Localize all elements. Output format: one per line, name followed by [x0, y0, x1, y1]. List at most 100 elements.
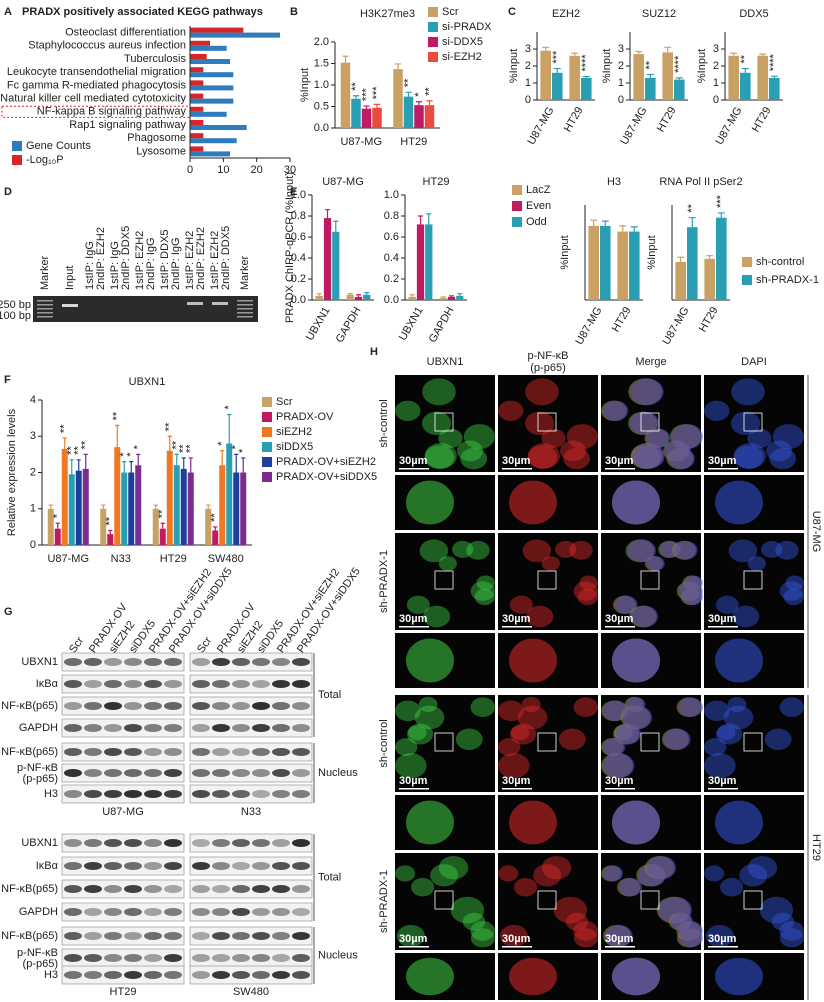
blot-band [64, 702, 82, 710]
cell [499, 924, 528, 948]
bar [581, 77, 592, 100]
blot-band [292, 908, 310, 916]
cell [602, 738, 626, 757]
cell [677, 581, 702, 601]
category-label: Phagosome [127, 132, 186, 144]
blot-strip [61, 718, 185, 738]
blot-band [164, 862, 182, 870]
cell [677, 697, 703, 717]
error-bar [316, 293, 322, 296]
cell [525, 378, 559, 406]
cell [668, 447, 696, 470]
x-tick-label: U87-MG [47, 553, 89, 565]
cell [511, 725, 530, 741]
gel-band [37, 312, 53, 314]
blot-band [252, 839, 270, 847]
y-tick-label: 0.8 [384, 210, 399, 222]
micrograph [704, 533, 804, 630]
bar [61, 448, 68, 545]
cell [625, 696, 645, 713]
legend-swatch [262, 457, 272, 467]
error-bar [664, 46, 672, 53]
panel-label: A [4, 6, 12, 18]
blot-band [124, 658, 142, 666]
cell [524, 411, 555, 435]
cell [645, 556, 664, 571]
blot-strip [61, 926, 185, 946]
legend-label: siDDX5 [276, 441, 313, 453]
cell [669, 912, 693, 931]
scale-bar [399, 946, 429, 948]
bar [588, 225, 599, 300]
micrograph [601, 853, 701, 950]
bar [190, 45, 227, 51]
bar [173, 465, 180, 545]
blot-band [292, 885, 310, 893]
cell [683, 575, 702, 591]
category-label: Rap1 signaling pathway [69, 119, 186, 131]
y-tick-label: 2 [525, 60, 531, 72]
cell [466, 540, 490, 560]
bar [662, 52, 673, 100]
scale-bar [502, 788, 532, 790]
row-label: H3 [44, 969, 58, 981]
x-tick-label: GAPDH [334, 305, 364, 345]
cell [624, 696, 644, 713]
significance: ** [80, 440, 92, 449]
blot-band [272, 862, 290, 870]
cell [677, 921, 702, 941]
cell [522, 539, 552, 563]
micrograph [704, 695, 804, 792]
blot-strip [61, 879, 185, 899]
error-bar [770, 75, 778, 78]
bar [190, 146, 204, 152]
blot-band [292, 702, 310, 710]
significance: * [118, 452, 130, 457]
bar [128, 472, 135, 545]
blot-band [144, 769, 162, 777]
y-tick-label: 2 [30, 466, 36, 478]
error-bar [55, 522, 60, 529]
blot-band [124, 724, 142, 732]
cell [657, 896, 692, 924]
bar [361, 108, 372, 128]
cell [669, 424, 702, 450]
cell [747, 556, 766, 571]
blot-band [164, 724, 182, 732]
blot-band [104, 885, 122, 893]
nucleus [612, 480, 660, 525]
significance: *** [551, 50, 563, 64]
roi-box [434, 732, 454, 752]
cell [645, 855, 676, 880]
panel-label: C [508, 6, 516, 18]
y-tick-label: 0.6 [384, 231, 399, 243]
significance: * [230, 444, 242, 449]
scale-bar-label: 30µm [502, 933, 531, 945]
cell [663, 728, 691, 751]
cell [620, 705, 651, 730]
cell [470, 928, 495, 948]
cell [716, 723, 743, 745]
legend-label: LacZ [526, 184, 551, 196]
significance: **** [580, 54, 592, 72]
nucleus [715, 957, 763, 996]
blot-band [212, 971, 230, 979]
blot-strip [61, 784, 185, 804]
x-tick-label: U87-MG [340, 136, 382, 148]
error-bar [206, 504, 211, 509]
cell [733, 443, 766, 469]
cell [457, 440, 484, 462]
cell [682, 575, 701, 591]
bar [372, 107, 382, 128]
cell [438, 855, 469, 880]
cell [498, 865, 519, 882]
blot-band [104, 680, 122, 688]
cell [764, 728, 792, 751]
blot-band [84, 724, 102, 732]
row-label: (p-p65) [23, 958, 58, 970]
blot-band [84, 748, 102, 756]
category-label: Fc gamma R-mediated phagocytosis [7, 79, 187, 91]
scale-bar-label: 30µm [708, 775, 737, 787]
cell [626, 539, 656, 563]
error-bar [69, 459, 74, 475]
